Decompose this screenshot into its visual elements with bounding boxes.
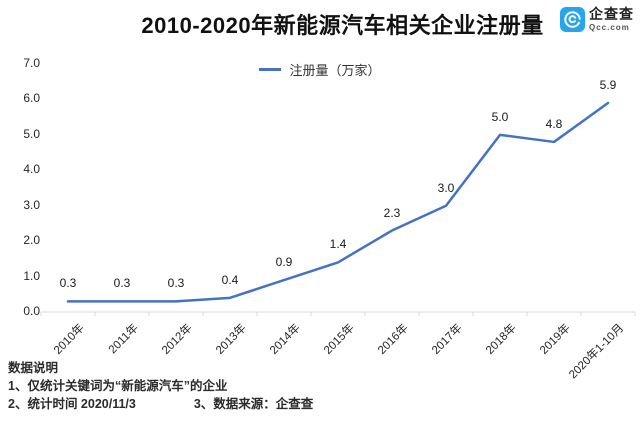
chart-title: 2010-2020年新能源汽车相关企业注册量	[141, 13, 544, 38]
qcc-logo-domain: Qcc.com	[589, 23, 630, 32]
registrations-line-series	[66, 101, 610, 303]
legend-line-swatch	[259, 68, 282, 71]
footnotes-heading: 数据说明	[8, 361, 59, 375]
footnotes: 数据说明 1、仅统计关键词为“新能源汽车”的企业 2、统计时间 2020/11/…	[8, 359, 313, 413]
x-axis-line	[40, 311, 636, 316]
footnote-stat-time: 2、统计时间 2020/11/3	[8, 397, 136, 411]
qcc-logo-name: 企查查	[589, 6, 634, 22]
qcc-logo-icon	[560, 7, 585, 32]
footnote-line-2: 2、统计时间 2020/11/3 3、数据来源：企查查	[8, 395, 313, 413]
legend-label: 注册量（万家）	[289, 63, 381, 78]
qcc-logo: 企查查 Qcc.com	[560, 7, 634, 32]
footnote-line-1: 1、仅统计关键词为“新能源汽车”的企业	[8, 379, 228, 393]
qcc-logo-text: 企查查 Qcc.com	[589, 7, 634, 32]
legend: 注册量（万家）	[0, 60, 640, 79]
footnote-source: 3、数据来源：企查查	[193, 397, 314, 411]
title-row: 2010-2020年新能源汽车相关企业注册量	[0, 8, 640, 40]
